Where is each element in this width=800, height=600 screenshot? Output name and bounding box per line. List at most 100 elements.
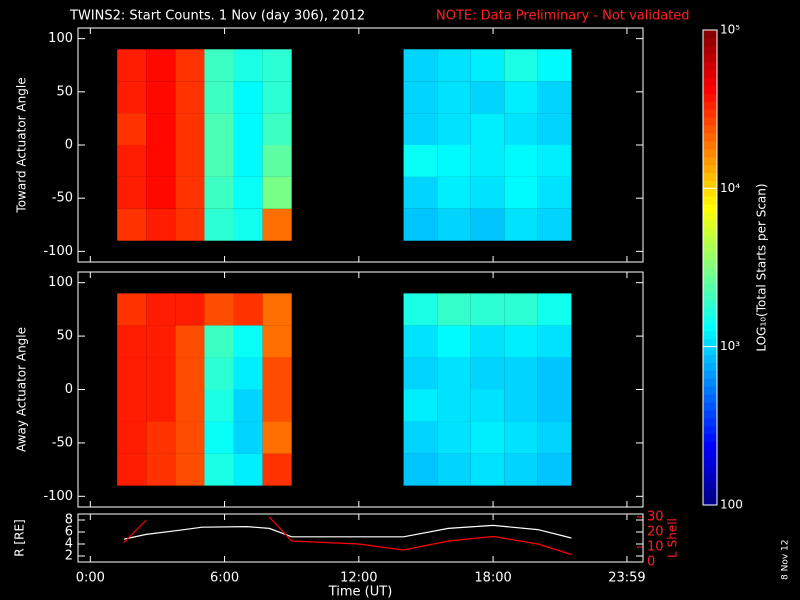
colorbar-step bbox=[703, 473, 717, 482]
heat-cell bbox=[117, 49, 147, 82]
heat-cell bbox=[233, 113, 263, 145]
heat-cell bbox=[262, 357, 292, 390]
y-tick-label: 4 bbox=[65, 537, 73, 552]
colorbar-tick-label: 10³ bbox=[720, 339, 740, 353]
heat-cell bbox=[204, 421, 234, 454]
y2-tick-label: 30 bbox=[647, 510, 664, 525]
colorbar-step bbox=[703, 77, 717, 86]
colorbar-step bbox=[703, 243, 717, 253]
colorbar-step bbox=[703, 497, 717, 506]
colorbar-step bbox=[703, 235, 717, 245]
colorbar-step bbox=[703, 267, 717, 276]
heat-cell bbox=[204, 49, 234, 82]
heat-cell bbox=[504, 325, 538, 358]
heat-cell bbox=[146, 208, 176, 241]
heat-cell bbox=[146, 453, 176, 486]
heat-cell bbox=[204, 357, 234, 390]
y2-tick-label: 20 bbox=[647, 525, 664, 540]
heat-cell bbox=[262, 145, 292, 177]
colorbar-step bbox=[703, 180, 717, 189]
heat-cell bbox=[437, 176, 471, 209]
colorbar-step bbox=[703, 109, 717, 118]
colorbar-step bbox=[703, 85, 717, 94]
colorbar-step bbox=[703, 140, 717, 150]
y-tick-label: 100 bbox=[48, 275, 73, 290]
heat-cell bbox=[175, 113, 205, 145]
y2-axis-label: L Shell bbox=[666, 518, 680, 558]
heat-cell bbox=[233, 357, 263, 390]
heat-cell bbox=[233, 325, 263, 358]
heat-cell bbox=[262, 453, 292, 486]
heat-cell bbox=[204, 389, 234, 422]
y-tick-label: -100 bbox=[43, 489, 73, 504]
heat-cell bbox=[537, 293, 572, 326]
heat-cell bbox=[537, 389, 572, 422]
heat-cell bbox=[470, 176, 505, 209]
footer: 8 Nov 12 bbox=[781, 540, 791, 580]
colorbar-step bbox=[703, 378, 717, 387]
heat-cell bbox=[117, 453, 147, 486]
chart-title: TWINS2: Start Counts. 1 Nov (day 306), 2… bbox=[69, 9, 365, 24]
heat-cell bbox=[204, 208, 234, 241]
heat-cell bbox=[175, 49, 205, 82]
x-axis-label: Time (UT) bbox=[328, 585, 393, 600]
colorbar-step bbox=[703, 204, 717, 213]
heat-cell bbox=[403, 208, 438, 241]
colorbar-step bbox=[703, 346, 717, 356]
heat-cell bbox=[175, 357, 205, 390]
heat-cell bbox=[233, 453, 263, 486]
y-tick-label: 100 bbox=[48, 31, 73, 46]
colorbar-step bbox=[703, 101, 717, 110]
heat-cell bbox=[504, 145, 538, 177]
y-tick-label: 8 bbox=[65, 513, 73, 528]
heat-cell bbox=[470, 293, 505, 326]
heat-cell bbox=[470, 145, 505, 177]
colorbar-label: LOG₁₀(Total Starts per Scan) bbox=[755, 183, 769, 351]
colorbar-step bbox=[703, 481, 717, 490]
heat-cell bbox=[262, 293, 292, 326]
colorbar-step bbox=[703, 188, 717, 197]
y-tick-label: -50 bbox=[52, 191, 73, 206]
heat-cell bbox=[437, 453, 471, 486]
heat-cell bbox=[175, 389, 205, 422]
heat-cell bbox=[403, 453, 438, 486]
heat-cell bbox=[204, 145, 234, 177]
heat-cell bbox=[537, 176, 572, 209]
data-line bbox=[123, 524, 572, 540]
heat-cell bbox=[537, 49, 572, 82]
heat-cell bbox=[537, 421, 572, 454]
heat-cell bbox=[146, 357, 176, 390]
heat-cell bbox=[233, 49, 263, 82]
colorbar-step bbox=[703, 212, 717, 221]
colorbar-step bbox=[703, 93, 717, 102]
plot-frame bbox=[77, 513, 644, 563]
heat-cell bbox=[146, 113, 176, 145]
heat-cell bbox=[437, 421, 471, 454]
y-axis-label: Away Actuator Angle bbox=[15, 327, 29, 452]
colorbar-step bbox=[703, 322, 717, 332]
heat-cell bbox=[437, 325, 471, 358]
heat-cell bbox=[437, 357, 471, 390]
colorbar-step bbox=[703, 30, 717, 39]
heat-cell bbox=[146, 325, 176, 358]
heat-cell bbox=[146, 81, 176, 114]
heat-cell bbox=[437, 113, 471, 145]
heat-cell bbox=[146, 293, 176, 326]
heat-cell bbox=[117, 176, 147, 209]
heat-cell bbox=[437, 145, 471, 177]
heat-cell bbox=[146, 421, 176, 454]
x-tick-label: 6:00 bbox=[210, 571, 239, 586]
y-axis-label: Toward Actuator Angle bbox=[15, 77, 29, 213]
heat-cell bbox=[117, 113, 147, 145]
heat-cell bbox=[117, 325, 147, 358]
plot-area bbox=[117, 49, 572, 241]
y-tick-label: 50 bbox=[56, 84, 73, 99]
heat-cell bbox=[537, 145, 572, 177]
heat-cell bbox=[403, 357, 438, 390]
heat-cell bbox=[437, 49, 471, 82]
heat-cell bbox=[470, 421, 505, 454]
heat-cell bbox=[262, 421, 292, 454]
heat-cell bbox=[262, 325, 292, 358]
colorbar-step bbox=[703, 449, 717, 458]
